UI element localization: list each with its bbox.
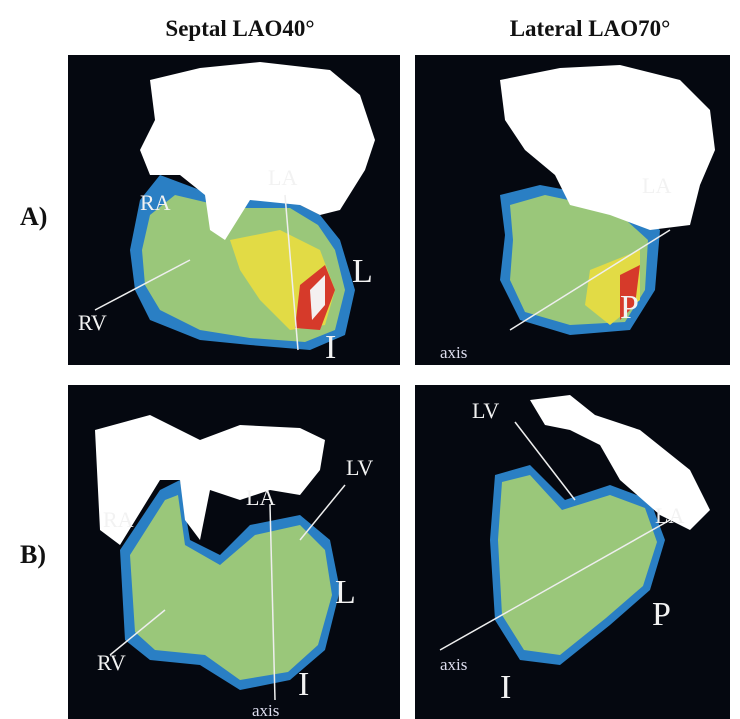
row-label: A) (20, 202, 47, 231)
column-header: Septal LAO40° (165, 16, 314, 41)
label: LV (472, 398, 499, 423)
label: LV (346, 455, 373, 480)
label: LA (642, 173, 671, 198)
column-header: Lateral LAO70° (510, 16, 671, 41)
label: RV (78, 310, 107, 335)
label: axis (252, 701, 279, 719)
label: axis (440, 343, 467, 362)
label: LA (246, 485, 275, 510)
row-label: B) (20, 540, 46, 569)
panel: RA LA LV L RV axis I (68, 385, 400, 719)
label: P (620, 289, 639, 326)
label: axis (440, 655, 467, 674)
panel: RA LA L RV I (68, 55, 400, 366)
label: I (298, 666, 309, 703)
label: RA (103, 507, 134, 532)
label: LA (655, 503, 684, 528)
label: LA (268, 165, 297, 190)
panel: LA P axis (415, 55, 730, 365)
figure: Septal LAO40° Lateral LAO70° A) B) RA LA… (0, 0, 740, 719)
label: I (325, 329, 336, 366)
label: RA (140, 190, 171, 215)
panel: LV LA P axis I (415, 385, 730, 719)
label: RV (97, 650, 126, 675)
label: P (652, 596, 671, 633)
label: L (335, 574, 356, 611)
label: I (500, 669, 511, 706)
label: L (352, 253, 373, 290)
